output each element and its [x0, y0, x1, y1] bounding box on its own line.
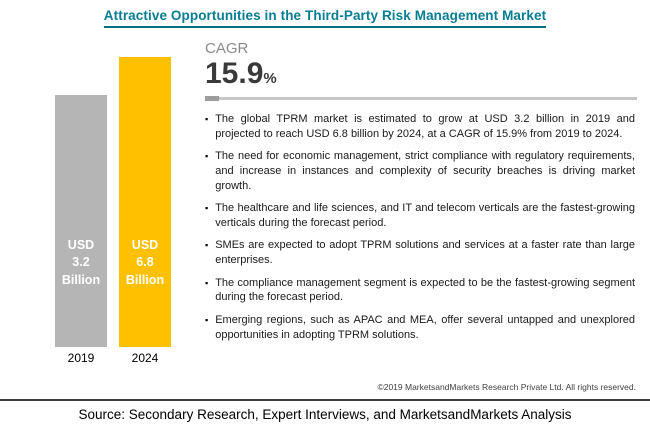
bullet-square-icon: ▪ — [205, 277, 209, 288]
cagr-label: CAGR — [205, 40, 249, 57]
x-axis-labels: 2019 2024 — [45, 351, 190, 367]
source-note: Source: Secondary Research, Expert Inter… — [78, 407, 572, 422]
header: Attractive Opportunities in the Third-Pa… — [0, 7, 650, 28]
bullet-square-icon: ▪ — [205, 240, 209, 251]
insights-list: ▪ The global TPRM market is estimated to… — [205, 112, 637, 342]
list-item: ▪ The compliance management segment is e… — [205, 276, 635, 305]
insight-text: Emerging regions, such as APAC and MEA, … — [215, 313, 635, 341]
list-item: ▪ The need for economic management, stri… — [205, 149, 635, 193]
bullet-square-icon: ▪ — [205, 203, 209, 214]
bullet-square-icon: ▪ — [205, 314, 209, 325]
copyright-notice: ©2019 MarketsandMarkets Research Private… — [377, 382, 636, 392]
bullet-square-icon: ▪ — [205, 114, 209, 124]
bar-2019-value-label: USD 3.2 Billion — [61, 237, 101, 287]
bar-chart: USD 3.2 Billion USD 6.8 Billion — [45, 57, 190, 347]
footer-divider — [0, 399, 650, 401]
bullet-square-icon: ▪ — [205, 151, 209, 162]
insight-text: The compliance management segment is exp… — [215, 276, 635, 304]
divider-line — [205, 96, 637, 101]
cagr-value-line: 15.9% — [205, 59, 637, 89]
insights-panel: CAGR 15.9% ▪ The global TPRM market is e… — [205, 40, 637, 350]
list-item: ▪ The global TPRM market is estimated to… — [205, 112, 635, 141]
insight-text: SMEs are expected to adopt TPRM solution… — [215, 239, 635, 266]
list-item: ▪ The healthcare and life sciences, and … — [205, 201, 635, 230]
cagr-percent-sign: % — [263, 70, 277, 87]
bar-2024: USD 6.8 Billion — [119, 57, 171, 347]
list-item: ▪ Emerging regions, such as APAC and MEA… — [205, 313, 635, 342]
x-axis-label-2024: 2024 — [131, 351, 159, 365]
insight-text: The need for economic management, strict… — [215, 150, 635, 192]
cagr-value: 15.9 — [205, 57, 264, 90]
insight-text: The healthcare and life sciences, and IT… — [215, 202, 635, 229]
page-title: Attractive Opportunities in the Third-Pa… — [103, 8, 547, 28]
insight-text: The global TPRM market is estimated to g… — [215, 113, 635, 140]
bar-2024-value-label: USD 6.8 Billion — [125, 237, 165, 287]
x-axis-label-2019: 2019 — [67, 351, 95, 365]
list-item: ▪ SMEs are expected to adopt TPRM soluti… — [205, 238, 635, 267]
bar-2019: USD 3.2 Billion — [55, 95, 107, 347]
